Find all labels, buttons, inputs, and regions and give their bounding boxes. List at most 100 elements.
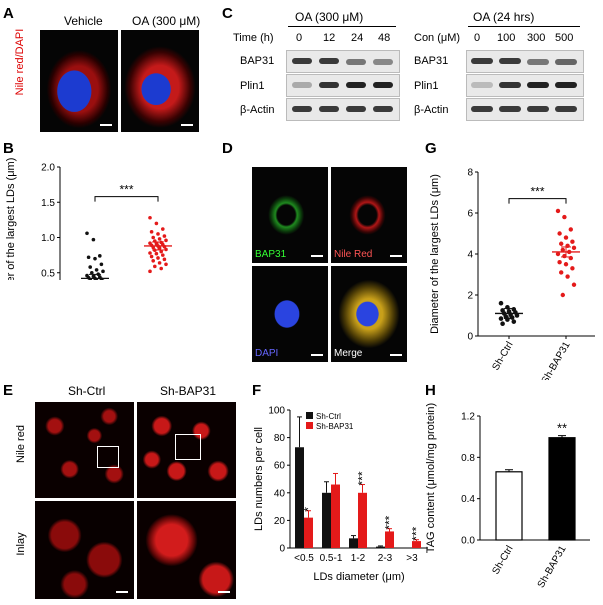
panelA-col1-label: Vehicle	[64, 14, 103, 28]
lane-label: 48	[378, 32, 391, 44]
bar	[295, 447, 304, 548]
panel-label-e: E	[3, 382, 14, 399]
data-point	[555, 251, 561, 257]
y-tick-label: 0	[467, 332, 473, 343]
lane-label: 500	[555, 32, 574, 44]
panelA-col2-label: OA (300 μM)	[132, 14, 201, 28]
x-tick-label: 2-3	[378, 553, 393, 564]
panelG-chart: 0 2 4 6 8 Diameter of the largest LDs (μm) Sh-…	[429, 168, 595, 380]
bar	[349, 538, 358, 548]
panel-label-f: F	[252, 382, 262, 399]
significance-bracket	[508, 198, 567, 204]
data-point	[88, 265, 92, 269]
inlay-box	[97, 446, 119, 468]
y-axis-title: Diameter of the largest LDs (μm)	[429, 174, 441, 334]
data-point	[563, 235, 569, 240]
panelA-ylabel-text: Nile red/DAPI	[14, 28, 26, 96]
x-tick-label: 1-2	[351, 553, 366, 564]
micrograph-label: BAP31	[255, 249, 287, 260]
lane-label: 12	[323, 32, 336, 44]
data-point	[151, 258, 155, 263]
data-point	[90, 270, 94, 275]
data-point	[161, 253, 165, 257]
panel-label-c: C	[222, 5, 233, 22]
data-point	[93, 256, 97, 261]
panelE-col-label: Sh-BAP31	[160, 384, 217, 398]
scale-bar	[181, 124, 193, 126]
scale-bar	[390, 354, 402, 356]
data-point	[560, 247, 565, 253]
data-point	[559, 270, 564, 275]
data-point	[559, 241, 564, 246]
significance-stars: ***	[530, 185, 544, 199]
lane-label: 300	[527, 32, 546, 44]
data-point	[101, 279, 105, 280]
significance-stars: ***	[119, 183, 133, 197]
data-point	[571, 245, 577, 251]
significance-stars: *	[302, 507, 316, 512]
bar	[304, 517, 313, 548]
y-tick-label: 20	[274, 516, 286, 527]
blot-row-label: β-Actin	[414, 104, 449, 116]
data-point	[149, 254, 154, 259]
y-tick-label: 2.0	[41, 163, 55, 174]
bar	[385, 531, 394, 548]
data-point	[85, 231, 89, 236]
blot-row-label: Plin1	[240, 80, 265, 92]
scale-bar	[218, 591, 230, 593]
y-tick-label: 8	[467, 168, 473, 179]
data-point	[162, 257, 167, 262]
data-point	[555, 208, 561, 214]
y-axis-title: LDs numbers per cell	[253, 427, 265, 531]
data-point	[148, 215, 152, 220]
data-point	[164, 247, 168, 252]
data-point	[151, 235, 155, 240]
data-point	[101, 269, 105, 274]
data-point	[557, 231, 562, 236]
data-point	[94, 268, 99, 272]
micrograph-merge: Merge	[331, 266, 407, 362]
data-point	[560, 292, 565, 298]
y-tick-label: 1.0	[41, 233, 55, 244]
data-point	[557, 260, 562, 265]
blot-row-label: BAP31	[414, 55, 449, 67]
data-point	[498, 300, 504, 306]
micrograph-vehicle	[40, 30, 118, 132]
panelC-right-axis-label: Con (μM)	[414, 32, 461, 44]
significance-stars: ***	[410, 526, 424, 540]
panel-label-a: A	[3, 5, 14, 22]
legend-label: Sh-BAP31	[316, 422, 354, 431]
significance-stars: ***	[383, 515, 397, 529]
data-point	[148, 251, 152, 255]
blot-row-label: Plin1	[414, 80, 439, 92]
y-axis-title: Diameter of the largest LDs (μm)	[5, 158, 17, 280]
data-point	[511, 319, 517, 324]
panel-label-d: D	[222, 140, 233, 157]
micrograph-bap31: BAP31	[252, 167, 328, 263]
blot-row-label: β-Actin	[240, 104, 275, 116]
micrograph-nile-red: Nile Red	[331, 167, 407, 263]
panelE-row-label: Nile red	[15, 425, 27, 463]
legend-swatch	[306, 412, 313, 419]
x-tick-label: 0.5-1	[320, 553, 343, 564]
data-point	[99, 262, 104, 267]
bar	[322, 492, 331, 548]
significance-stars: **	[557, 421, 567, 436]
micrograph-dapi: DAPI	[252, 266, 328, 362]
data-point	[161, 227, 165, 231]
data-point	[565, 274, 570, 279]
x-tick-label: <0.5	[294, 553, 314, 564]
significance-stars: ***	[356, 471, 370, 485]
y-tick-label: 0	[279, 544, 285, 555]
panelC-right-title: OA (24 hrs)	[473, 10, 535, 24]
y-tick-label: 0.8	[461, 453, 475, 464]
panelC-left-title-line	[288, 26, 396, 27]
scale-bar	[390, 255, 402, 257]
x-axis-title: LDs diameter (μm)	[313, 571, 404, 583]
data-point	[570, 266, 575, 271]
panelA-ylabel: Nile red/DAPI	[14, 22, 26, 102]
data-point	[162, 234, 167, 238]
y-tick-label: 80	[274, 433, 286, 444]
